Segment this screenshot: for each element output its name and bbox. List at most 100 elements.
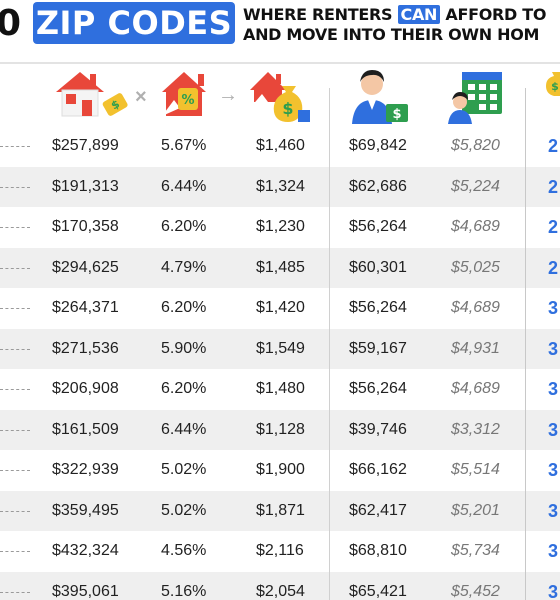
- rate-cell: 5.90%: [161, 339, 207, 357]
- price-cell: $161,509: [52, 420, 119, 438]
- svg-text:%: %: [181, 93, 194, 108]
- payment-cell: $1,549: [256, 339, 305, 357]
- payment-cell: $1,900: [256, 461, 305, 478]
- payment-cell: $1,871: [256, 501, 305, 519]
- table-row: $271,536 5.90% $1,549 $59,167 $4,931 3: [0, 328, 560, 369]
- row-leader-line: [0, 348, 30, 350]
- truncated-cell: 3: [548, 460, 559, 480]
- income-cell: $65,421: [349, 582, 407, 600]
- rate-cell: 6.20%: [161, 299, 207, 316]
- price-cell: $432,324: [52, 542, 119, 559]
- svg-text:$: $: [551, 80, 559, 93]
- price-cell: $170,358: [52, 218, 119, 235]
- table-row: $161,509 6.44% $1,128 $39,746 $3,312 3: [0, 409, 560, 450]
- rate-cell: 4.79%: [161, 258, 207, 276]
- truncated-cell: 3: [548, 379, 559, 399]
- truncated-cell: 2: [548, 176, 559, 197]
- table-row: $264,371 6.20% $1,420 $56,264 $4,689 3: [0, 288, 560, 328]
- monthly-income-cell: $4,689: [451, 218, 500, 235]
- rate-cell: 5.02%: [161, 501, 207, 519]
- truncated-cell: 3: [548, 500, 559, 521]
- truncated-cell: 3: [548, 338, 559, 359]
- table-row: $170,358 6.20% $1,230 $56,264 $4,689 2: [0, 207, 560, 247]
- truncated-cell: 3: [548, 298, 559, 318]
- truncated-cell: 3: [548, 541, 559, 561]
- truncated-cell: 2: [548, 217, 559, 237]
- monthly-income-cell: $3,312: [451, 420, 500, 438]
- column-divider: [525, 88, 526, 600]
- truncated-cell: 3: [548, 419, 559, 440]
- person-with-calendar-icon: [448, 72, 502, 124]
- svg-text:$: $: [392, 107, 401, 122]
- header: 0 ZIP CODES WHERE RENTERS CAN AFFORD TO …: [0, 0, 560, 50]
- operator-arrow: →: [218, 84, 238, 106]
- row-leader-line: [0, 470, 30, 471]
- rate-cell: 4.56%: [161, 542, 207, 559]
- income-cell: $69,842: [349, 137, 407, 154]
- rate-cell: 5.16%: [161, 582, 207, 600]
- price-cell: $206,908: [52, 380, 119, 397]
- monthly-income-cell: $5,201: [451, 501, 500, 519]
- monthly-income-cell: $4,689: [451, 299, 500, 316]
- price-cell: $271,536: [52, 339, 119, 357]
- house-with-money-bag-icon: $: [250, 72, 310, 122]
- table-row: $432,324 4.56% $2,116 $68,810 $5,734 3: [0, 531, 560, 571]
- house-with-price-tag-icon: $: [56, 72, 128, 117]
- price-cell: $395,061: [52, 582, 119, 600]
- table-row: $206,908 6.20% $1,480 $56,264 $4,689 3: [0, 369, 560, 409]
- row-leader-line: [0, 186, 30, 188]
- svg-text:$: $: [282, 99, 293, 118]
- monthly-income-cell: $5,734: [451, 542, 500, 559]
- table-row: $191,313 6.44% $1,324 $62,686 $5,224 2: [0, 166, 560, 207]
- monthly-income-cell: $4,931: [451, 339, 500, 357]
- table-row: $257,899 5.67% $1,460 $69,842 $5,820 2: [0, 126, 560, 166]
- payment-cell: $2,054: [256, 582, 305, 600]
- header-subtitle-line1: WHERE RENTERS CAN AFFORD TO: [243, 5, 547, 24]
- income-cell: $56,264: [349, 218, 407, 235]
- payment-cell: $1,420: [256, 299, 305, 316]
- rate-cell: 5.67%: [161, 137, 207, 154]
- payment-cell: $2,116: [256, 542, 304, 559]
- header-subtitle-line2: AND MOVE INTO THEIR OWN HOM: [243, 25, 540, 44]
- table-row: $322,939 5.02% $1,900 $66,162 $5,514 3: [0, 450, 560, 490]
- truncated-cell: 2: [548, 257, 559, 278]
- price-cell: $294,625: [52, 258, 119, 276]
- rate-cell: 6.44%: [161, 420, 207, 438]
- income-cell: $62,417: [349, 501, 407, 519]
- payment-cell: $1,324: [256, 177, 305, 195]
- row-leader-line: [0, 591, 30, 593]
- subtitle-highlight: CAN: [397, 5, 441, 24]
- subtitle-pre: WHERE RENTERS: [243, 5, 398, 24]
- truncated-cell: 2: [548, 136, 559, 156]
- payment-cell: $1,485: [256, 258, 305, 276]
- operator-times: ×: [135, 86, 147, 108]
- income-cell: $56,264: [349, 380, 407, 397]
- table-row: $395,061 5.16% $2,054 $65,421 $5,452 3: [0, 571, 560, 600]
- income-cell: $60,301: [349, 258, 407, 276]
- price-cell: $257,899: [52, 137, 119, 154]
- truncated-cell: 3: [548, 581, 559, 600]
- payment-cell: $1,480: [256, 380, 305, 397]
- price-cell: $191,313: [52, 177, 119, 195]
- row-leader-line: [0, 389, 30, 390]
- income-cell: $59,167: [349, 339, 407, 357]
- table-row: $359,495 5.02% $1,871 $62,417 $5,201 3: [0, 490, 560, 531]
- row-leader-line: [0, 227, 30, 228]
- row-leader-line: [0, 510, 30, 512]
- payment-cell: $1,128: [256, 420, 305, 438]
- price-cell: $359,495: [52, 501, 119, 519]
- price-cell: $322,939: [52, 461, 119, 478]
- income-cell: $66,162: [349, 461, 407, 478]
- subtitle-post: AFFORD TO: [440, 5, 547, 24]
- monthly-income-cell: $5,820: [451, 137, 500, 154]
- income-cell: $62,686: [349, 177, 407, 195]
- monthly-income-cell: $5,514: [451, 461, 500, 478]
- rate-cell: 6.20%: [161, 380, 207, 397]
- rate-cell: 6.44%: [161, 177, 207, 195]
- row-leader-line: [0, 267, 30, 269]
- row-leader-line: [0, 146, 30, 147]
- monthly-income-cell: $5,452: [451, 582, 500, 600]
- house-with-percent-tag-icon: %: [162, 72, 206, 116]
- row-leader-line: [0, 551, 30, 552]
- partial-icon-edge: $: [546, 72, 560, 96]
